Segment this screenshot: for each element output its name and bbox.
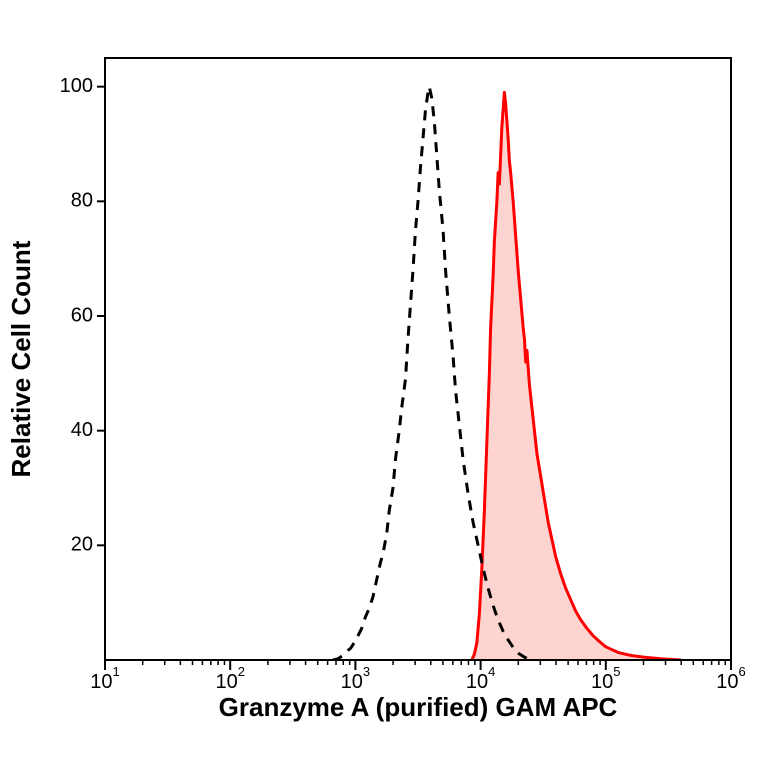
y-tick-label: 20 <box>71 534 93 556</box>
y-tick-label: 60 <box>71 304 93 326</box>
x-axis-label: Granzyme A (purified) GAM APC <box>219 692 618 722</box>
y-tick-label: 100 <box>60 75 93 97</box>
y-tick-label: 80 <box>71 190 93 212</box>
chart-container: { "chart": { "type": "histogram", "width… <box>0 0 764 764</box>
flow-histogram: 20406080100101102103104105106Relative Ce… <box>0 0 764 764</box>
y-axis-label: Relative Cell Count <box>6 240 36 477</box>
y-tick-label: 40 <box>71 419 93 441</box>
